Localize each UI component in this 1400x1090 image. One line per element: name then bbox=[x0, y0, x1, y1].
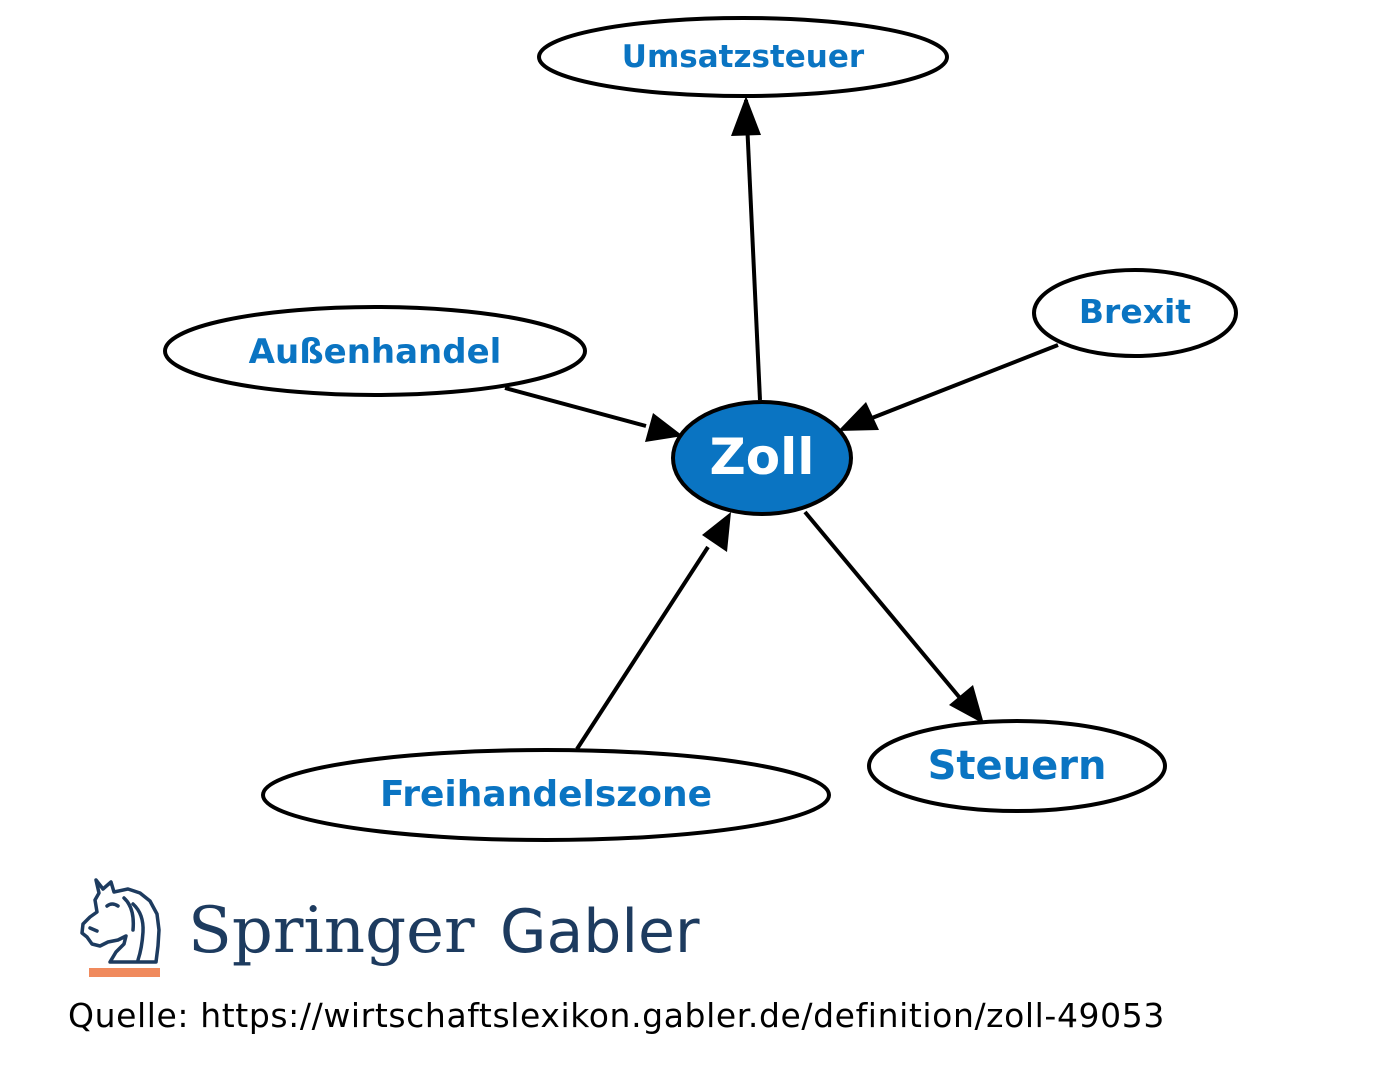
nodes: Umsatzsteuer Außenhandel Brexit Zoll Fre… bbox=[163, 16, 1238, 842]
logo-accent-bar bbox=[89, 968, 160, 977]
node-brexit[interactable]: Brexit bbox=[1032, 268, 1238, 358]
node-steuern[interactable]: Steuern bbox=[867, 719, 1167, 813]
arrowhead-brexit bbox=[838, 402, 879, 431]
node-label-steuern: Steuern bbox=[928, 743, 1107, 789]
edges bbox=[504, 96, 1059, 751]
node-label-zoll: Zoll bbox=[710, 428, 815, 486]
arrowhead-freihandelszone bbox=[702, 512, 731, 552]
node-zoll[interactable]: Zoll bbox=[671, 400, 853, 516]
arrowhead-steuern bbox=[949, 685, 984, 724]
node-label-aussenhandel: Außenhandel bbox=[249, 332, 502, 372]
node-aussenhandel[interactable]: Außenhandel bbox=[163, 305, 587, 397]
node-label-umsatzsteuer: Umsatzsteuer bbox=[622, 39, 865, 75]
logo-sub-text: Gabler bbox=[500, 897, 700, 967]
springer-gabler-logo: Springer Gabler bbox=[80, 878, 700, 977]
edge-zoll-to-steuern bbox=[803, 510, 962, 700]
arrowhead-aussenhandel bbox=[645, 413, 683, 442]
node-label-freihandelszone: Freihandelszone bbox=[380, 774, 712, 815]
node-umsatzsteuer[interactable]: Umsatzsteuer bbox=[537, 16, 949, 98]
edge-zoll-to-umsatzsteuer bbox=[744, 99, 762, 401]
arrowhead-umsatzsteuer bbox=[731, 96, 761, 136]
edge-brexit-to-zoll bbox=[871, 343, 1059, 420]
source-caption: Quelle: https://wirtschaftslexikon.gable… bbox=[68, 996, 1165, 1035]
edge-freihandelszone-to-zoll bbox=[575, 545, 710, 751]
node-label-brexit: Brexit bbox=[1079, 292, 1191, 331]
knight-horse-icon bbox=[80, 878, 161, 964]
edge-aussenhandel-to-zoll bbox=[504, 386, 647, 428]
node-freihandelszone[interactable]: Freihandelszone bbox=[261, 748, 831, 842]
logo-brand-text: Springer bbox=[188, 894, 475, 968]
